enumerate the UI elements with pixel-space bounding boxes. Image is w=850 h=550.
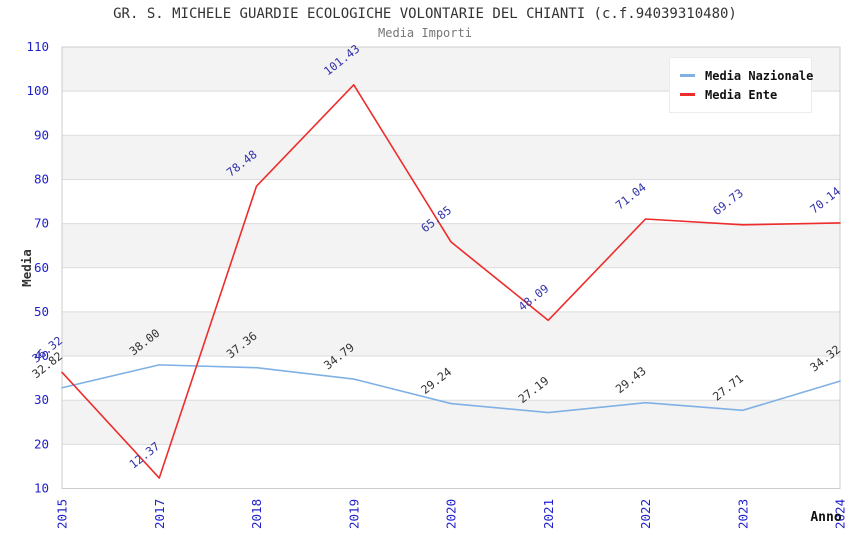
media-nazionale-line [61, 364, 841, 414]
x-tick-label: 2023 [735, 499, 750, 529]
media-ente-value-label: 71.04 [613, 180, 649, 212]
y-tick-label: 30 [34, 392, 49, 407]
chart-subtitle: Media Importi [378, 26, 472, 40]
legend: Media Nazionale Media Ente [669, 57, 813, 113]
media-nazionale-value-label: 27.71 [710, 371, 746, 403]
y-tick-label: 70 [34, 216, 49, 231]
x-tick-label: 2018 [249, 499, 264, 529]
y-tick-label: 100 [26, 83, 49, 98]
y-tick-label: 50 [34, 304, 49, 319]
plot-band [62, 400, 840, 445]
y-tick-label: 20 [34, 436, 49, 451]
plot-band [62, 135, 840, 180]
legend-item-media-nazionale: Media Nazionale [680, 66, 813, 85]
chart-title: GR. S. MICHELE GUARDIE ECOLOGICHE VOLONT… [113, 6, 737, 22]
media-nazionale-line-swatch-icon [680, 74, 695, 77]
y-axis-title: Media [19, 249, 34, 287]
media-ente-line [61, 84, 841, 479]
x-tick-label: 2017 [152, 499, 167, 529]
x-tick-label: 2021 [541, 499, 556, 529]
x-tick-label: 2022 [638, 499, 653, 529]
media-ente-value-label: 70.14 [807, 184, 843, 216]
x-tick-label: 2015 [55, 499, 70, 529]
y-tick-label: 40 [34, 348, 49, 363]
media-nazionale-value-label: 29.24 [418, 365, 454, 397]
legend-label: Media Nazionale [705, 68, 814, 83]
x-tick-label: 2020 [444, 499, 459, 529]
legend-label: Media Ente [705, 87, 778, 102]
x-axis-title: Anno [810, 510, 841, 525]
plot-band [62, 311, 840, 357]
x-tick-label: 2024 [833, 499, 848, 529]
plot-band [62, 223, 840, 268]
y-tick-label: 110 [26, 39, 49, 54]
legend-item-media-ente: Media Ente [680, 85, 801, 104]
media-nazionale-value-label: 29.43 [613, 364, 649, 396]
y-tick-label: 80 [34, 171, 49, 186]
y-tick-label: 90 [34, 127, 49, 142]
x-tick-label: 2019 [346, 499, 361, 529]
media-ente-line-swatch-icon [680, 93, 695, 96]
media-ente-value-label: 69.73 [710, 186, 746, 218]
y-tick-label: 10 [34, 481, 49, 496]
plot-border [61, 46, 841, 489]
y-tick-label: 60 [34, 260, 49, 275]
